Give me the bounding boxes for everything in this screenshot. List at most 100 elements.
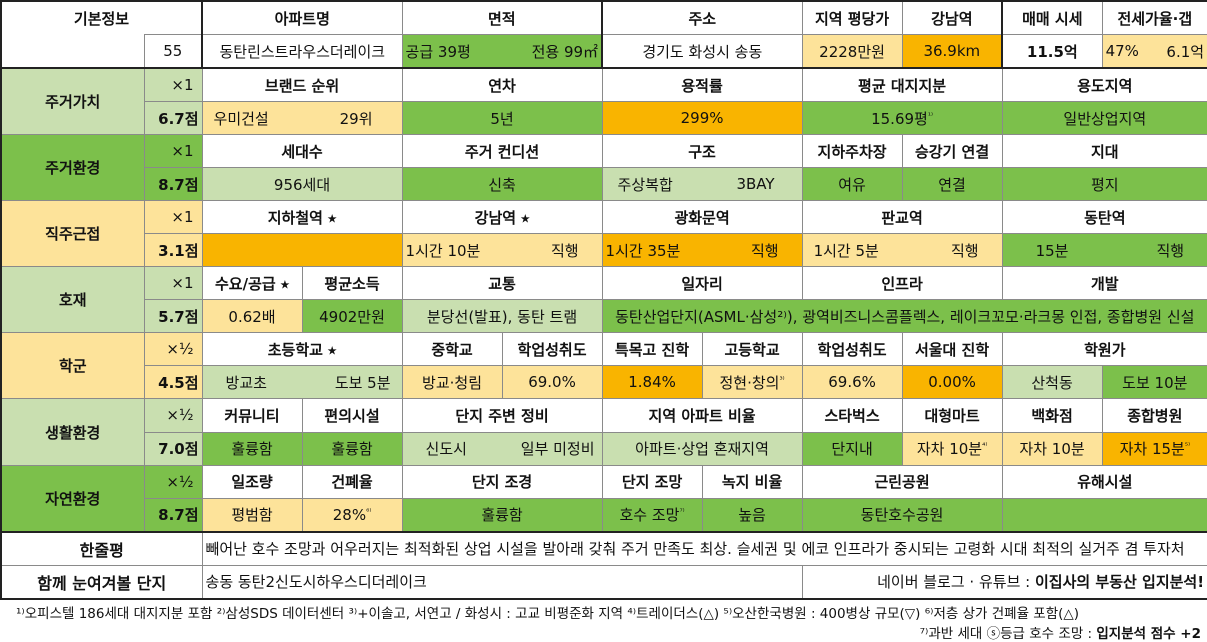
nature-multiplier: ×½ — [143, 464, 203, 499]
school-label: 학군 — [0, 332, 145, 400]
header-zoning: 용도지역 — [1001, 67, 1207, 103]
gangnam-commute: 1시간 10분 직행 — [401, 233, 603, 268]
nature-score: 8.7점 — [143, 497, 203, 533]
area-supply: 공급 39평 — [405, 42, 471, 61]
header-elementary: 초등학교 ⭑ — [201, 332, 403, 367]
compare-text: 송동 동탄2신도시하우스디더레이크 — [201, 564, 803, 600]
commute-score: 3.1점 — [143, 233, 203, 268]
mart: 자차 10분 — [916, 440, 983, 459]
listing-number: 55 — [143, 34, 203, 70]
academy-walk: 도보 10분 — [1101, 365, 1207, 400]
basic-value-row: 55 동탄린스트라우스더레이크 공급 39평 전용 99㎡ 경기도 화성시 송동 … — [0, 34, 1207, 70]
header-supply-demand: 수요/공급 ⭑ — [201, 266, 303, 301]
header-landscape: 단지 조경 — [401, 464, 603, 499]
summary-label: 한줄평 — [0, 531, 203, 566]
jeonse-ratio: 47% — [1105, 42, 1139, 61]
living-score: 7.0점 — [143, 431, 203, 466]
housing-value-score: 6.7점 — [143, 101, 203, 136]
zoning: 일반상업지역 — [1001, 101, 1207, 136]
hospital-note: ⁵⁾ — [1184, 441, 1191, 451]
header-high: 고등학교 — [701, 332, 803, 367]
basic-label: 기본정보 — [0, 0, 203, 35]
transport: 분당선(발표), 동탄 트램 — [401, 299, 603, 334]
gangnam-mode: 직행 — [550, 241, 579, 260]
area-cell: 공급 39평 전용 99㎡ — [401, 34, 603, 70]
supply-demand: 0.62배 — [201, 299, 303, 334]
living-header-row: 생활환경 ×½ 커뮤니티 편의시설 단지 주변 정비 지역 아파트 비율 스타벅… — [0, 398, 1207, 466]
summary-row: 한줄평 빼어난 호수 조망과 어우러지는 최적화된 상업 시설을 발아래 갖춰 … — [0, 531, 1207, 566]
compare-label: 함께 눈여겨볼 단지 — [0, 564, 203, 600]
header-department: 백화점 — [1001, 398, 1103, 433]
housing-value-multiplier: ×1 — [143, 67, 203, 103]
high-school-note: ³⁾ — [779, 374, 785, 384]
header-land-share: 평균 대지지분 — [801, 67, 1003, 103]
header-infra: 인프라 — [801, 266, 1003, 301]
structure-bay: 3BAY — [736, 175, 775, 194]
header-income: 평균소득 — [301, 266, 403, 301]
header-convenience: 편의시설 — [301, 398, 403, 433]
school-multiplier: ×½ — [143, 332, 203, 367]
header-gwanghwamun: 광화문역 — [601, 200, 803, 235]
pangyo-time: 1시간 5분 — [813, 241, 879, 260]
header-households: 세대수 — [201, 134, 403, 169]
compare-row: 함께 눈여겨볼 단지 송동 동탄2신도시하우스디더레이크 네이버 블로그 · 유… — [0, 564, 1207, 600]
floor-area-ratio: 299% — [601, 101, 803, 136]
commute-header-row: 직주근접 ×1 지하철역 ⭑ 강남역 ⭑ 광화문역 판교역 동탄역 — [0, 200, 1207, 268]
source-cell: 네이버 블로그 · 유튜브 : 이집사의 부동산 입지분석! — [801, 564, 1207, 600]
source-prefix: 네이버 블로그 · 유튜브 : — [877, 573, 1035, 592]
structure-type: 주상복합 — [617, 175, 673, 194]
income: 4902만원 — [301, 299, 403, 334]
area-exclusive: 전용 99㎡ — [531, 42, 599, 61]
subway-station — [201, 233, 403, 268]
header-pangyo: 판교역 — [801, 200, 1003, 235]
dongtan-commute: 15분 직행 — [1001, 233, 1207, 268]
header-apt-name: 아파트명 — [201, 0, 403, 36]
header-dongtan: 동탄역 — [1001, 200, 1207, 235]
footnote-line-1: ¹⁾오피스텔 186세대 대지지분 포함 ²⁾삼성SDS 데이터센터 ³⁾+이솔… — [16, 606, 1080, 622]
address: 경기도 화성시 송동 — [601, 34, 803, 70]
gwanghwamun-mode: 직행 — [750, 241, 779, 260]
environment-score: 8.7점 — [143, 167, 203, 202]
commute-row: 3.1점 1시간 10분 직행 1시간 35분 직행 1시간 5분 직행 15분 직행 — [1, 233, 1207, 268]
commute-multiplier: ×1 — [143, 200, 203, 235]
bcr-cell: 28%⁶⁾ — [301, 497, 403, 533]
header-community: 커뮤니티 — [201, 398, 303, 433]
elementary-school: 방교초 — [225, 373, 267, 392]
housing-value-label: 주거가치 — [0, 67, 145, 136]
header-surroundings: 단지 주변 정비 — [401, 398, 603, 433]
gangnam-distance: 36.9km — [901, 34, 1004, 70]
hazard — [1001, 497, 1207, 533]
header-jobs: 일자리 — [601, 266, 803, 301]
development-header-row: 호재 ×1 수요/공급 ⭑ 평균소득 교통 일자리 인프라 개발 — [0, 266, 1207, 334]
header-subway: 지하철역 ⭑ — [201, 200, 403, 235]
bcr: 28% — [332, 505, 367, 524]
header-area: 면적 — [401, 0, 603, 36]
header-parking: 지하주차장 — [801, 134, 903, 169]
landscape: 훌륭함 — [401, 497, 603, 533]
living-multiplier: ×½ — [143, 398, 203, 433]
green-ratio: 높음 — [701, 497, 803, 533]
gap: 6.1억 — [1166, 42, 1205, 61]
header-brand: 브랜드 순위 — [201, 67, 403, 103]
development-multiplier: ×1 — [143, 266, 203, 301]
middle-achievement: 69.0% — [501, 365, 603, 400]
footnote-line-2: ⁷⁾과반 세대 ⓢ등급 호수 조망 : 입지분석 점수 +2 — [920, 622, 1201, 642]
dongtan-mode: 직행 — [1156, 241, 1185, 260]
header-snu: 서울대 진학 — [901, 332, 1003, 367]
header-view: 단지 조망 — [601, 464, 703, 499]
households: 956세대 — [201, 167, 403, 202]
mart-cell: 자차 10분⁴⁾ — [901, 431, 1003, 466]
apt-ratio: 아파트·상업 혼재지역 — [601, 431, 803, 466]
sunlight: 평범함 — [201, 497, 303, 533]
condition: 신축 — [401, 167, 603, 202]
header-middle-achievement: 학업성취도 — [501, 332, 603, 367]
living-label: 생활환경 — [0, 398, 145, 466]
community: 훌륭함 — [201, 431, 303, 466]
header-address: 주소 — [601, 0, 803, 36]
header-academy: 학원가 — [1001, 332, 1207, 367]
header-middle: 중학교 — [401, 332, 503, 367]
surroundings-cell: 신도시 일부 미정비 — [401, 431, 603, 466]
header-gangnam-station: 강남역 ⭑ — [401, 200, 603, 235]
special-hs-rate: 1.84% — [601, 365, 703, 400]
development-score: 5.7점 — [143, 299, 203, 334]
